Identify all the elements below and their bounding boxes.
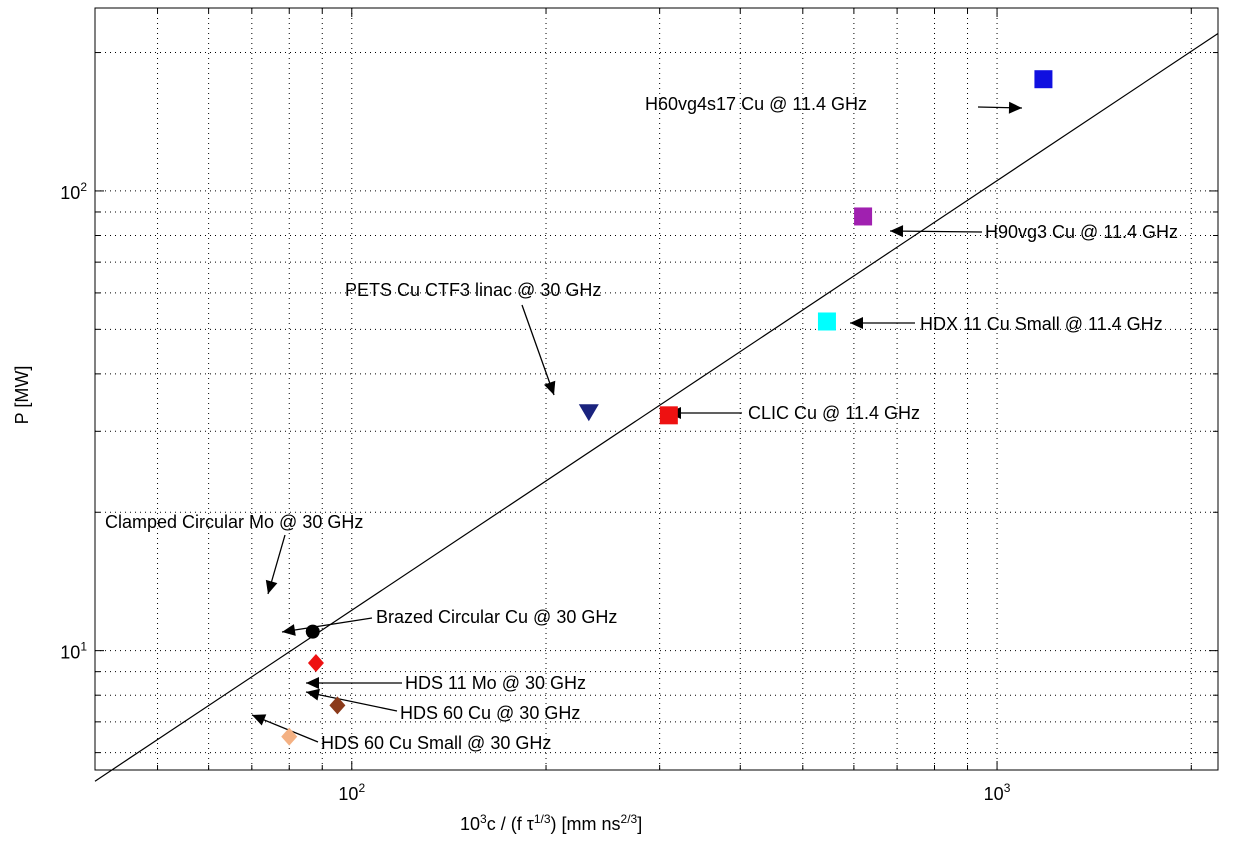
annotation-arrowhead bbox=[252, 714, 267, 726]
fit-line-group bbox=[94, 33, 1219, 782]
y-tick-label: 101 bbox=[60, 640, 87, 663]
annotation-label: Brazed Circular Cu @ 30 GHz bbox=[376, 607, 617, 627]
x-tick-label: 103 bbox=[984, 781, 1011, 804]
grid bbox=[94, 8, 1218, 770]
annotation-label: CLIC Cu @ 11.4 GHz bbox=[748, 403, 920, 423]
data-point-circle bbox=[305, 624, 320, 639]
annotation-label: HDX 11 Cu Small @ 11.4 GHz bbox=[920, 314, 1163, 334]
annotation-arrowhead bbox=[306, 677, 319, 689]
annotation-label: PETS Cu CTF3 linac @ 30 GHz bbox=[345, 280, 601, 300]
data-point-triangle bbox=[578, 404, 599, 422]
data-point-square bbox=[817, 312, 836, 331]
annotation-arrow bbox=[521, 304, 555, 396]
annotation-arrowhead bbox=[850, 317, 863, 329]
annotation-arrowhead bbox=[306, 688, 320, 701]
annotation-arrow bbox=[305, 691, 398, 712]
annotation-label: Clamped Circular Mo @ 30 GHz bbox=[105, 512, 363, 532]
annotation-arrowhead bbox=[890, 225, 904, 238]
annotation-label: HDS 11 Mo @ 30 GHz bbox=[405, 673, 586, 693]
annotation-arrow bbox=[281, 617, 373, 633]
data-point-square bbox=[659, 406, 678, 425]
annotation-arrowhead bbox=[1008, 101, 1022, 114]
data-point-diamond bbox=[329, 696, 346, 715]
data-point-square bbox=[1034, 70, 1053, 89]
ticks bbox=[94, 8, 1218, 770]
data-point-diamond bbox=[307, 653, 324, 672]
y-axis-label: P [MW] bbox=[12, 366, 32, 425]
x-tick-label: 102 bbox=[338, 781, 365, 804]
annotation-label: H90vg3 Cu @ 11.4 GHz bbox=[985, 222, 1178, 242]
markers bbox=[281, 70, 1053, 746]
plot-frame bbox=[94, 7, 1219, 771]
tick-labels: 102 103 101 102 bbox=[60, 180, 1010, 804]
y-tick-label: 102 bbox=[60, 180, 87, 203]
annotation-label: H60vg4s17 Cu @ 11.4 GHz bbox=[645, 94, 867, 114]
annotation-arrowhead bbox=[265, 579, 278, 594]
data-point-diamond bbox=[281, 727, 298, 746]
annotation-arrowhead bbox=[282, 624, 296, 636]
annotation-arrow bbox=[889, 230, 983, 233]
annotation-arrowhead bbox=[543, 380, 556, 395]
annotation-label: HDS 60 Cu @ 30 GHz bbox=[400, 703, 580, 723]
x-axis-label: 103c / (f τ1/3) [mm ns2/3] bbox=[460, 812, 643, 834]
annotation-label: HDS 60 Cu Small @ 30 GHz bbox=[321, 733, 551, 753]
fit-line bbox=[94, 33, 1219, 782]
data-point-square bbox=[854, 207, 873, 226]
annotations: H60vg4s17 Cu @ 11.4 GHz H90vg3 Cu @ 11.4 … bbox=[105, 94, 1178, 753]
